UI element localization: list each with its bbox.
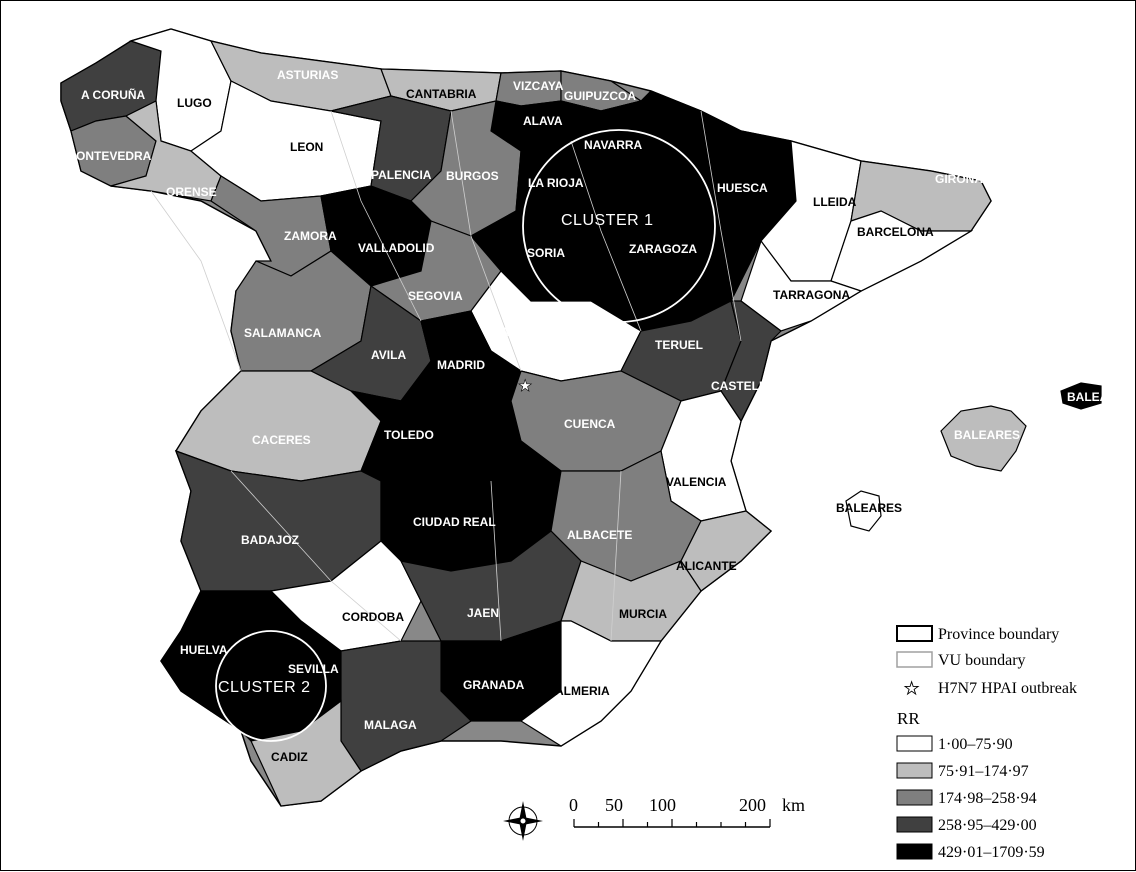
label-baleares-mallorca: BALEARES bbox=[954, 428, 1020, 442]
label-guadalajara: GUADALAJARA bbox=[483, 325, 576, 339]
label-badajoz: BADAJOZ bbox=[241, 533, 299, 547]
label-navarra: NAVARRA bbox=[584, 138, 643, 152]
legend-swatch-5 bbox=[896, 843, 933, 860]
scale-label-0: 0 bbox=[569, 795, 578, 815]
legend-swatch-4 bbox=[896, 816, 933, 833]
label-asturias: ASTURIAS bbox=[277, 68, 338, 82]
label-segovia: SEGOVIA bbox=[408, 289, 463, 303]
label-huesca: HUESCA bbox=[717, 181, 768, 195]
label-guipuzcoa: GUIPUZCOA bbox=[564, 89, 636, 103]
label-madrid: MADRID bbox=[437, 358, 485, 372]
label-barcelona: BARCELONA bbox=[857, 225, 934, 239]
province-layer bbox=[60, 28, 1102, 807]
legend-class-1-label: 1·00–75·90 bbox=[938, 736, 1013, 753]
label-zaragoza: ZARAGOZA bbox=[629, 242, 697, 256]
label-lugo: LUGO bbox=[177, 96, 212, 110]
label-albacete: ALBACETE bbox=[567, 528, 632, 542]
label-granada: GRANADA bbox=[463, 678, 525, 692]
province-baleares-menorca[interactable] bbox=[1060, 382, 1102, 410]
legend-class-2-label: 75·91–174·97 bbox=[938, 763, 1029, 780]
cluster-1-circle bbox=[522, 129, 716, 323]
legend-province-boundary-swatch bbox=[896, 625, 933, 642]
label-soria: SORIA bbox=[527, 246, 565, 260]
label-castellon: CASTELLON bbox=[711, 379, 784, 393]
vu-boundary-layer bbox=[150, 110, 742, 642]
label-pontevedra: PONTEVEDRA bbox=[68, 149, 152, 163]
legend-swatch-1 bbox=[896, 735, 933, 752]
label-tarragona: TARRAGONA bbox=[773, 288, 850, 302]
label-ciudad-real: CIUDAD REAL bbox=[413, 515, 496, 529]
legend-star-icon: ★ bbox=[904, 679, 919, 699]
legend-class-4-label: 258·95–429·00 bbox=[938, 817, 1037, 834]
label-cadiz: CADIZ bbox=[271, 750, 308, 764]
label-a-coruna: A CORUÑA bbox=[81, 87, 146, 102]
label-burgos: BURGOS bbox=[446, 169, 499, 183]
label-avila: AVILA bbox=[371, 348, 406, 362]
legend-swatch-3 bbox=[896, 789, 933, 806]
legend-vu-boundary-label: VU boundary bbox=[938, 652, 1026, 669]
scale-label-200: 200 bbox=[739, 795, 766, 815]
province-castellon[interactable] bbox=[720, 300, 782, 423]
label-baleares-ibiza: BALEARES bbox=[836, 501, 902, 515]
province-labels: A CORUÑA LUGO ASTURIAS CANTABRIA VIZCAYA… bbox=[68, 68, 1133, 764]
label-sevilla: SEVILLA bbox=[288, 662, 339, 676]
label-caceres: CACERES bbox=[252, 433, 311, 447]
label-cordoba: CORDOBA bbox=[342, 610, 404, 624]
label-orense: ORENSE bbox=[166, 185, 217, 199]
label-alicante: ALICANTE bbox=[676, 559, 737, 573]
legend-swatch-2 bbox=[896, 762, 933, 779]
label-leon: LEON bbox=[290, 140, 323, 154]
legend-vu-boundary-swatch bbox=[896, 651, 933, 668]
label-vizcaya: VIZCAYA bbox=[513, 79, 564, 93]
legend-class-5-label: 429·01–1709·59 bbox=[938, 844, 1045, 861]
legend: Province boundary VU boundary ★ H7N7 HPA… bbox=[896, 625, 1077, 861]
province-zaragoza[interactable] bbox=[580, 175, 762, 332]
label-zamora: ZAMORA bbox=[284, 229, 337, 243]
label-baleares-menorca: BALEARES bbox=[1067, 390, 1133, 404]
province-almeria[interactable] bbox=[519, 620, 663, 747]
label-malaga: MALAGA bbox=[364, 718, 417, 732]
label-girona: GIRONA bbox=[935, 172, 983, 186]
scale-label-100: 100 bbox=[649, 795, 676, 815]
outbreak-star-icon: ★ bbox=[518, 376, 532, 395]
cluster-1-label: CLUSTER 1 bbox=[561, 212, 654, 229]
label-jaen: JAEN bbox=[467, 606, 499, 620]
cluster-2-circle bbox=[215, 630, 327, 742]
legend-province-boundary-label: Province boundary bbox=[938, 626, 1059, 643]
scale-bar: 0 50 100 200 km bbox=[569, 795, 805, 828]
province-baleares-mallorca[interactable] bbox=[940, 405, 1027, 472]
label-huelva: HUELVA bbox=[180, 643, 228, 657]
label-lleida: LLEIDA bbox=[813, 195, 857, 209]
label-toledo: TOLEDO bbox=[384, 428, 434, 442]
legend-outbreak-label: H7N7 HPAI outbreak bbox=[938, 680, 1077, 697]
label-teruel: TERUEL bbox=[655, 338, 703, 352]
cluster-2-label: CLUSTER 2 bbox=[218, 679, 311, 696]
label-salamanca: SALAMANCA bbox=[244, 326, 322, 340]
label-valencia: VALENCIA bbox=[666, 475, 727, 489]
label-la-rioja: LA RIOJA bbox=[528, 176, 584, 190]
legend-class-3-label: 174·98–258·94 bbox=[938, 790, 1037, 807]
province-baleares-ibiza[interactable] bbox=[845, 490, 882, 532]
label-palencia: PALENCIA bbox=[371, 168, 432, 182]
label-alava: ALAVA bbox=[523, 114, 563, 128]
label-murcia: MURCIA bbox=[619, 607, 667, 621]
compass-rose-icon bbox=[503, 801, 543, 841]
label-cuenca: CUENCA bbox=[564, 417, 616, 431]
legend-rr-title: RR bbox=[897, 709, 920, 728]
label-cantabria: CANTABRIA bbox=[406, 87, 477, 101]
label-valladolid: VALLADOLID bbox=[358, 241, 435, 255]
scale-unit: km bbox=[782, 795, 805, 815]
scale-label-50: 50 bbox=[605, 795, 623, 815]
label-almeria: ALMERIA bbox=[555, 684, 610, 698]
